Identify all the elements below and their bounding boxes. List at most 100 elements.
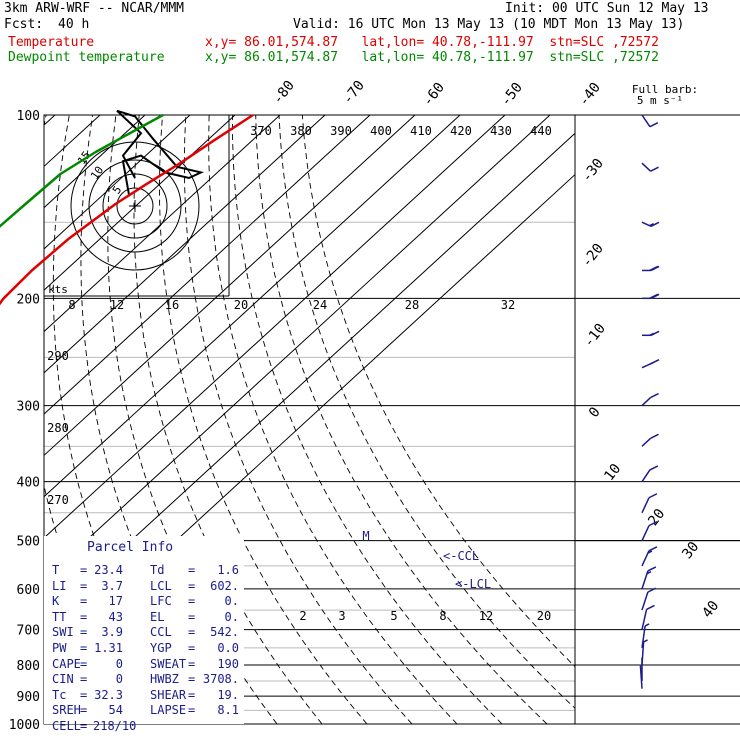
speed-axis-label: 12	[110, 298, 124, 312]
wind-barb-staff	[641, 497, 650, 514]
parcel-title: Parcel Info	[87, 540, 174, 555]
parcel-cell: =	[80, 687, 88, 702]
parcel-cell: CCL	[150, 625, 172, 640]
speed-axis-label: 20	[234, 298, 248, 312]
theta-label: 380	[290, 124, 312, 138]
parcel-cell: 8.1	[217, 703, 239, 718]
wind-barb-staff	[641, 397, 652, 407]
isotherm-label: -50	[498, 80, 526, 110]
parcel-cell: 0.	[224, 609, 239, 624]
wind-barb-flag	[650, 433, 659, 440]
theta-label: 430	[490, 124, 512, 138]
parcel-cell: PW	[52, 641, 67, 655]
parcel-cell: 3.9	[101, 625, 123, 640]
isotherm-label: -60	[420, 80, 448, 110]
legend-temperature-info: x,y= 86.01,574.87 lat,lon= 40.78,-111.97…	[205, 35, 659, 50]
wind-barb-flag	[648, 546, 658, 552]
hodograph-ring	[102, 173, 168, 239]
wind-barb-half-flag	[647, 550, 653, 554]
isotherm	[44, 115, 371, 415]
wind-barb-staff	[641, 625, 646, 649]
parcel-cell: T	[52, 563, 60, 577]
wind-barb-staff	[641, 550, 650, 567]
pressure-label: 700	[17, 624, 40, 639]
mixing-ratio-label: 8	[439, 609, 446, 623]
parcel-cell: SWI	[52, 625, 74, 640]
pressure-label: 300	[17, 400, 40, 415]
isotherm-label: -80	[270, 78, 298, 108]
isotherm-label: -20	[579, 241, 607, 271]
wind-barb-staff	[641, 591, 649, 611]
wind-barb-staff	[641, 162, 652, 172]
barb-legend-text: Full barb:	[632, 83, 698, 96]
parcel-cell: =	[80, 578, 88, 593]
pressure-label: 600	[17, 583, 40, 598]
parcel-cell: 0.	[224, 594, 239, 609]
speed-axis-label: 32	[501, 298, 515, 312]
wind-barb-half-flag	[649, 223, 654, 227]
wind-barb-staff	[639, 665, 643, 689]
parcel-cell: 23.4	[94, 563, 123, 577]
speed-axis-label: 8	[68, 298, 75, 312]
hodograph-unit: kts	[48, 283, 68, 296]
parcel-cell: LCL	[150, 578, 172, 593]
parcel-cell: =	[80, 672, 88, 687]
isotherm	[44, 115, 551, 580]
parcel-cell: 542.	[210, 625, 239, 640]
dry-adiabat	[0, 115, 7, 724]
isotherm	[44, 115, 191, 250]
wind-barb-staff	[641, 525, 650, 541]
pressure-label: 800	[17, 659, 40, 674]
mixing-ratio-label: 20	[537, 609, 551, 623]
parcel-cell: CIN	[52, 672, 74, 687]
parcel-cell: YGP	[150, 641, 172, 655]
theta-label: 410	[410, 124, 432, 138]
parcel-cell: 0.0	[217, 641, 239, 655]
pressure-label: 900	[17, 690, 40, 705]
isotherm	[44, 115, 326, 374]
parcel-cell: 1.31	[94, 641, 123, 655]
parcel-cell: =	[80, 625, 88, 640]
isotherm-label: 40	[699, 598, 722, 621]
m-label: M	[362, 529, 369, 543]
wind-barb-half-flag	[649, 361, 654, 365]
parcel-cell: TT	[52, 609, 67, 624]
wind-barb-staff	[641, 362, 652, 369]
mixing-ratio-label: 5	[390, 609, 397, 623]
wind-barb-flag	[646, 604, 655, 611]
parcel-cell: 43	[108, 609, 123, 624]
parcel-cell: LFC	[150, 594, 172, 609]
theta-label: 270	[47, 493, 69, 507]
legend-dewpoint-name: Dewpoint temperature	[8, 50, 165, 65]
parcel-cell: K	[52, 594, 60, 609]
isotherm-label: 10	[601, 461, 624, 484]
pressure-label: 400	[17, 476, 40, 491]
parcel-cell: =	[80, 656, 88, 671]
pressure-label: 500	[17, 535, 40, 550]
parcel-cell: 0	[115, 672, 123, 687]
forecast-hour: 40 h	[58, 17, 90, 32]
parcel-cell: LI	[52, 578, 67, 593]
mixing-ratio-label: 3	[338, 609, 345, 623]
parcel-cell: LAPSE	[150, 703, 187, 718]
parcel-cell: 602.	[210, 578, 239, 593]
isotherm	[44, 115, 236, 291]
wind-barb-flag	[647, 587, 657, 593]
dry-adiabat	[183, 115, 413, 724]
parcel-cell: 19.	[217, 687, 239, 702]
parcel-cell: SREH	[52, 703, 81, 718]
hodograph-ring	[88, 159, 182, 253]
pressure-label: 100	[17, 109, 40, 124]
isotherm-label: -30	[579, 156, 607, 186]
parcel-cell: 32.3	[94, 687, 123, 702]
wind-barb-half-flag	[643, 639, 648, 643]
dry-adiabat	[231, 115, 503, 724]
isotherm-label: 30	[679, 539, 702, 562]
parcel-cell: =	[80, 563, 88, 577]
parcel-box	[44, 536, 244, 724]
speed-axis-label: 16	[165, 298, 179, 312]
isotherm-label: 0	[586, 404, 604, 420]
dry-adiabat	[133, 115, 323, 724]
parcel-cell: =	[188, 609, 196, 624]
parcel-cell: 190	[217, 656, 239, 671]
